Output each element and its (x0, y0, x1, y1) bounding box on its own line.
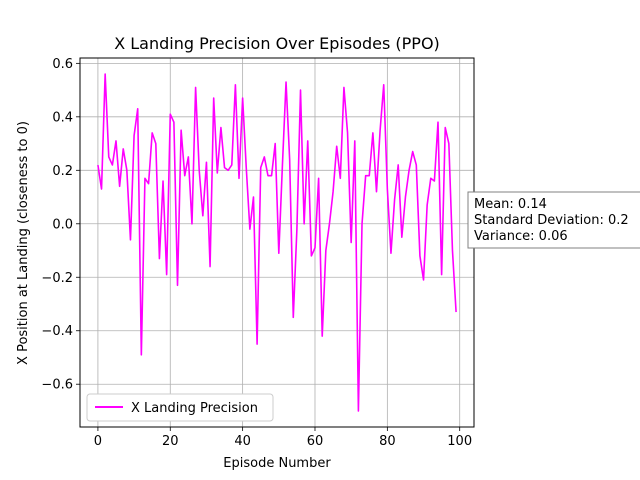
y-tick-label: 0.4 (52, 110, 73, 125)
y-tick-label: −0.2 (41, 271, 73, 286)
stats-mean: Mean: 0.14 (474, 197, 547, 212)
y-tick-label: 0.6 (52, 57, 73, 72)
legend-box (86, 393, 274, 422)
x-tick-label: 40 (234, 434, 251, 449)
stats-box-frame (467, 191, 640, 249)
stats-variance: Variance: 0.06 (474, 229, 568, 244)
stats-std: Standard Deviation: 0.2 (474, 213, 629, 228)
y-tick-label: 0.0 (52, 217, 73, 232)
series-line (97, 73, 457, 412)
x-tick-label: 20 (162, 434, 179, 449)
chart-title: X Landing Precision Over Episodes (PPO) (114, 34, 440, 53)
legend: X Landing Precision (86, 393, 274, 422)
y-axis: −0.6 −0.4 −0.2 0.0 0.2 0.4 0.6 (41, 57, 80, 393)
x-axis-title: Episode Number (223, 456, 331, 471)
x-axis: 0 20 40 60 80 100 (94, 427, 472, 449)
x-tick-label: 0 (94, 434, 102, 449)
y-tick-label: −0.6 (41, 378, 73, 393)
legend-label: X Landing Precision (131, 401, 258, 416)
stats-box: Mean: 0.14 Standard Deviation: 0.2 Varia… (467, 191, 640, 249)
y-tick-label: 0.2 (52, 164, 73, 179)
x-tick-label: 80 (379, 434, 396, 449)
series-group (97, 73, 457, 412)
x-tick-label: 60 (307, 434, 324, 449)
x-tick-label: 100 (447, 434, 472, 449)
y-axis-title: X Position at Landing (closeness to 0) (16, 121, 31, 365)
y-tick-label: −0.4 (41, 324, 73, 339)
